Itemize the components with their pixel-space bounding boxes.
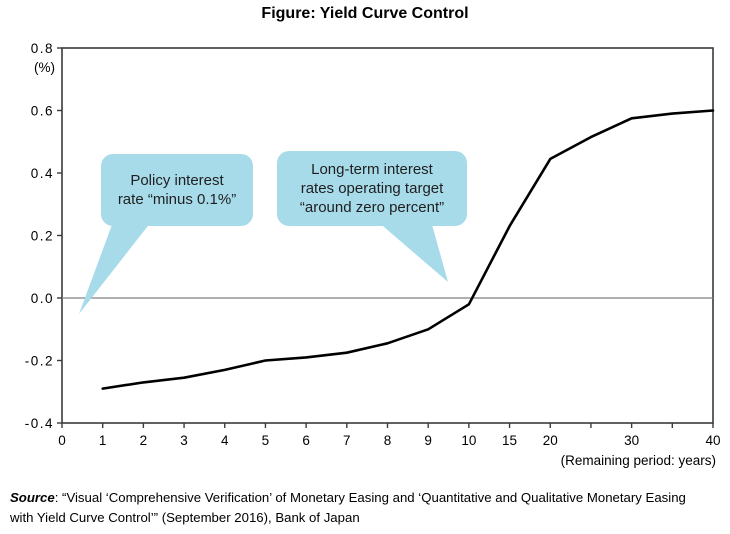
policy-rate-callout-line2: rate “minus 0.1%” <box>117 191 237 208</box>
x-tick-label: 5 <box>262 433 270 448</box>
long-term-callout-tail <box>377 221 448 282</box>
source-text-line1: : “Visual ‘Comprehensive Verification’ o… <box>54 490 686 505</box>
x-tick-label: 7 <box>343 433 351 448</box>
x-tick-label: 6 <box>302 433 310 448</box>
y-tick-label: 0.8 <box>31 41 54 56</box>
x-tick-label: 0 <box>58 433 66 448</box>
x-tick-label: 10 <box>461 433 476 448</box>
x-tick-label: 2 <box>140 433 148 448</box>
x-tick-label: 20 <box>543 433 558 448</box>
figure-title: Figure: Yield Curve Control <box>261 5 469 22</box>
long-term-target-callout-line2: rates operating target <box>300 180 444 197</box>
y-tick-label: 0.6 <box>31 104 54 119</box>
long-term-target-callout-line1: Long-term interest <box>311 161 433 178</box>
plot-border <box>61 47 714 424</box>
x-tick-label: 9 <box>424 433 432 448</box>
long-term-target-callout-line3: “around zero percent” <box>299 199 445 216</box>
y-tick-label: -0.4 <box>25 416 54 431</box>
source-text-line2: with Yield Curve Control’” (September 20… <box>10 509 360 525</box>
source-label: Source <box>10 490 55 505</box>
y-tick-label: 0.0 <box>31 291 54 306</box>
source-note-line1: Source: “Visual ‘Comprehensive Verificat… <box>10 488 724 508</box>
y-axis-unit-label: (%) <box>34 60 55 75</box>
x-tick-label: 1 <box>99 433 107 448</box>
x-tick-label: 4 <box>221 433 229 448</box>
yield-curve-chart: 0.8 0.6 0.4 0.2 0.0 -0.2 -0.4 (%) 0 1 2 3 4 5 6 7 8 9 10 15… <box>25 41 721 448</box>
x-tick-label: 40 <box>705 433 720 448</box>
long-term-target-callout: Long-term interest rates operating targe… <box>277 151 467 226</box>
y-tick-label: -0.2 <box>25 354 54 369</box>
x-tick-label: 30 <box>624 433 639 448</box>
x-tick-label: 3 <box>180 433 188 448</box>
policy-callout-tail <box>79 222 151 314</box>
y-tick-label: 0.4 <box>31 166 54 181</box>
source-note: Source: “Visual ‘Comprehensive Verificat… <box>10 488 724 528</box>
x-axis-unit-note: (Remaining period: years) <box>560 453 716 468</box>
policy-rate-callout-line1: Policy interest <box>130 172 224 189</box>
x-tick-label: 15 <box>502 433 517 448</box>
yield-curve-line <box>101 109 715 390</box>
policy-rate-callout: Policy interest rate “minus 0.1%” <box>101 154 253 226</box>
y-tick-label: 0.2 <box>31 229 54 244</box>
x-tick-label: 8 <box>384 433 392 448</box>
